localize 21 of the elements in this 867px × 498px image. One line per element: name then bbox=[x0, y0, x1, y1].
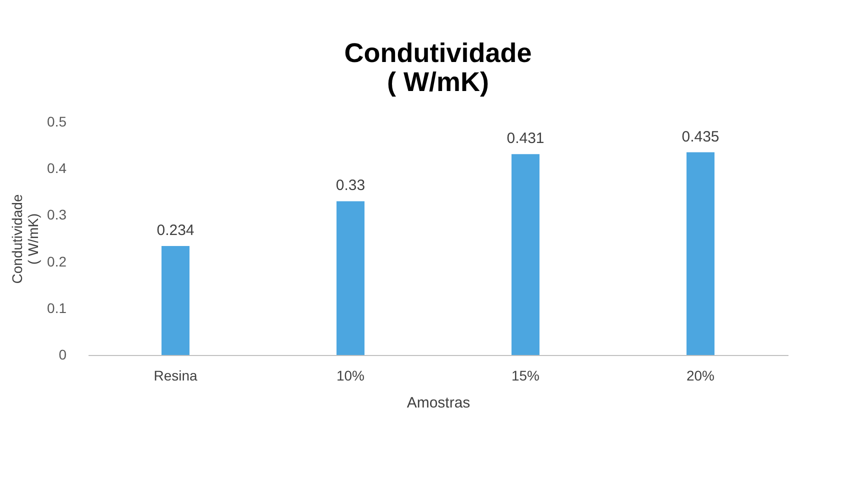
x-axis-title: Amostras bbox=[406, 394, 470, 412]
x-tick-label: Resina bbox=[154, 368, 198, 384]
bar bbox=[512, 154, 540, 355]
chart-title: Condutividade ( W/mK) bbox=[344, 38, 532, 97]
y-axis-title: Condutividade ( W/mK) bbox=[9, 194, 42, 284]
y-tick-label: 0 bbox=[58, 346, 67, 362]
data-label: 0.234 bbox=[156, 222, 194, 239]
y-tick-label: 0.5 bbox=[47, 114, 67, 130]
y-tick-label: 0.3 bbox=[47, 206, 67, 223]
x-tick-label: 15% bbox=[511, 368, 540, 384]
y-tick-label: 0.1 bbox=[47, 300, 67, 316]
bar bbox=[336, 201, 364, 355]
data-label: 0.431 bbox=[506, 130, 544, 148]
x-tick-label: 10% bbox=[336, 368, 365, 384]
x-tick-label: 20% bbox=[686, 368, 715, 384]
y-tick-label: 0.4 bbox=[47, 160, 67, 176]
y-tick-label: 0.2 bbox=[47, 253, 67, 270]
data-label: 0.435 bbox=[682, 128, 720, 146]
bar bbox=[686, 152, 714, 355]
data-label: 0.33 bbox=[336, 177, 366, 194]
bar bbox=[162, 246, 190, 355]
